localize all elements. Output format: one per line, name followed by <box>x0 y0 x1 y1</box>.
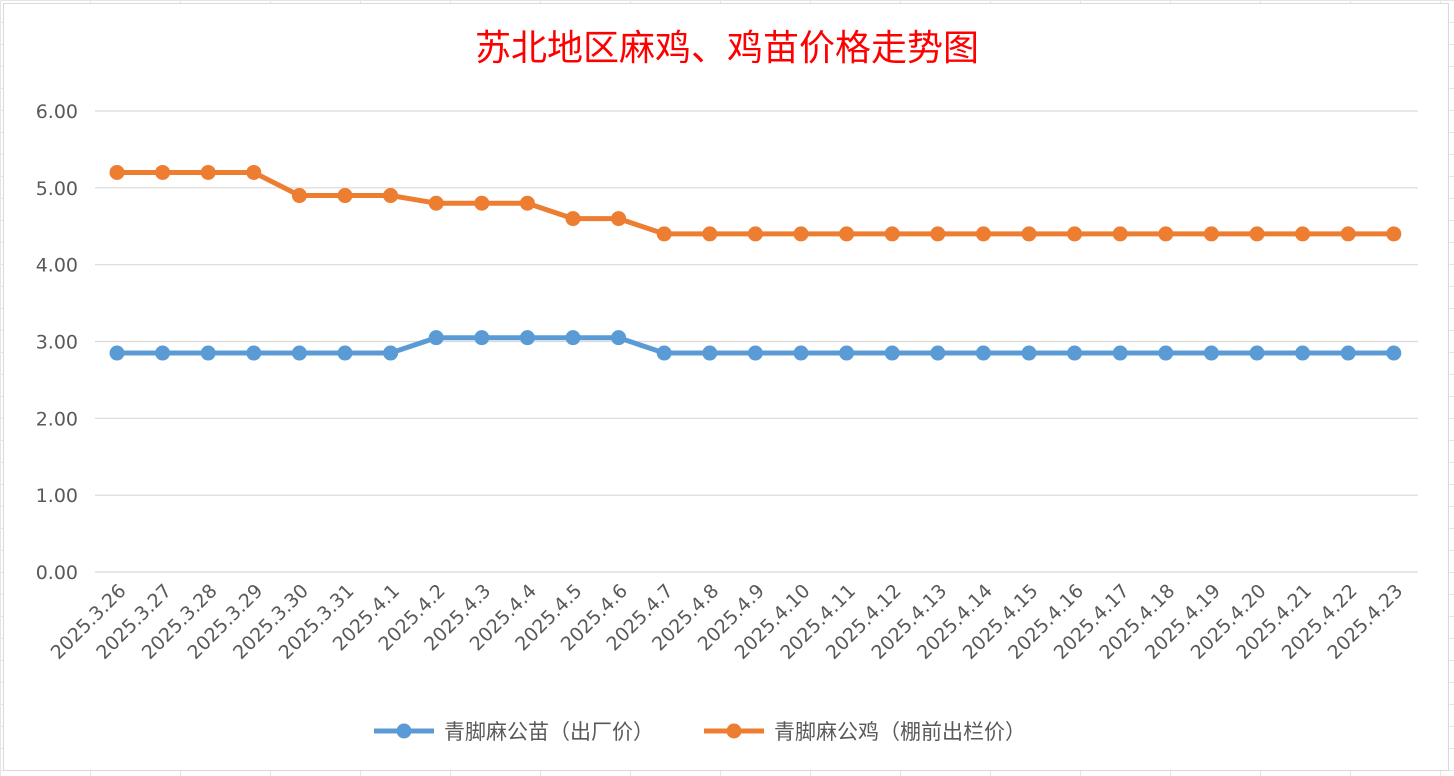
y-tick-label: 2.00 <box>36 408 78 430</box>
data-point <box>474 330 490 346</box>
data-point <box>1021 345 1037 361</box>
data-point <box>793 226 809 242</box>
data-point <box>246 164 262 180</box>
data-point <box>1295 226 1311 242</box>
data-point <box>839 345 855 361</box>
data-point <box>1340 345 1356 361</box>
data-point <box>1295 345 1311 361</box>
data-point <box>155 345 171 361</box>
data-point <box>337 345 353 361</box>
data-point <box>839 226 855 242</box>
data-point <box>1067 226 1083 242</box>
y-tick-label: 5.00 <box>36 178 78 200</box>
data-point <box>1112 345 1128 361</box>
data-point <box>656 226 672 242</box>
data-point <box>565 330 581 346</box>
data-point <box>1249 226 1265 242</box>
data-point <box>702 345 718 361</box>
data-point <box>1158 345 1174 361</box>
data-point <box>1067 345 1083 361</box>
data-point <box>747 226 763 242</box>
chart-area[interactable] <box>3 3 1449 771</box>
data-point <box>291 345 307 361</box>
legend-marker <box>396 723 412 739</box>
data-point <box>1249 345 1265 361</box>
data-point <box>1021 226 1037 242</box>
data-point <box>291 188 307 204</box>
series-line <box>114 170 1397 237</box>
data-point <box>428 330 444 346</box>
y-tick-label: 6.00 <box>36 101 78 123</box>
data-point <box>565 211 581 227</box>
y-tick-label: 4.00 <box>36 255 78 277</box>
series-2 <box>109 164 1402 242</box>
data-point <box>1112 226 1128 242</box>
data-point <box>611 211 627 227</box>
data-point <box>1340 226 1356 242</box>
y-tick-label: 1.00 <box>36 485 78 507</box>
data-point <box>975 345 991 361</box>
y-tick-label: 0.00 <box>36 562 78 584</box>
series-1 <box>109 330 1402 361</box>
data-point <box>155 164 171 180</box>
data-point <box>611 330 627 346</box>
y-axis-tick-labels: 0.00 1.00 2.00 3.00 4.00 5.00 6.00 <box>36 101 78 584</box>
data-point <box>975 226 991 242</box>
data-point <box>383 345 399 361</box>
legend-marker <box>726 723 742 739</box>
data-point <box>200 164 216 180</box>
data-point <box>702 226 718 242</box>
legend-label: 青脚麻公苗（出厂价） <box>444 720 654 744</box>
data-point <box>200 345 216 361</box>
data-point <box>246 345 262 361</box>
data-point <box>747 345 763 361</box>
data-point <box>1158 226 1174 242</box>
data-point <box>930 226 946 242</box>
data-point <box>428 195 444 211</box>
plot-series <box>109 164 1402 361</box>
data-point <box>793 345 809 361</box>
chart-title: 苏北地区麻鸡、鸡苗价格走势图 <box>475 28 979 69</box>
data-point <box>519 195 535 211</box>
legend-label: 青脚麻公鸡（棚前出栏价） <box>774 720 1026 744</box>
data-point <box>337 188 353 204</box>
y-tick-label: 3.00 <box>36 332 78 354</box>
data-point <box>474 195 490 211</box>
data-point <box>1386 345 1402 361</box>
data-point <box>1203 226 1219 242</box>
data-point <box>519 330 535 346</box>
data-point <box>884 226 900 242</box>
data-point <box>109 164 125 180</box>
x-axis-tick-labels: 2025.3.262025.3.272025.3.282025.3.292025… <box>47 580 1408 664</box>
data-point <box>930 345 946 361</box>
gridlines <box>95 110 1418 573</box>
data-point <box>656 345 672 361</box>
legend: 青脚麻公苗（出厂价） 青脚麻公鸡（棚前出栏价） <box>374 720 1026 744</box>
data-point <box>109 345 125 361</box>
data-point <box>383 188 399 204</box>
data-point <box>1203 345 1219 361</box>
data-point <box>884 345 900 361</box>
data-point <box>1386 226 1402 242</box>
